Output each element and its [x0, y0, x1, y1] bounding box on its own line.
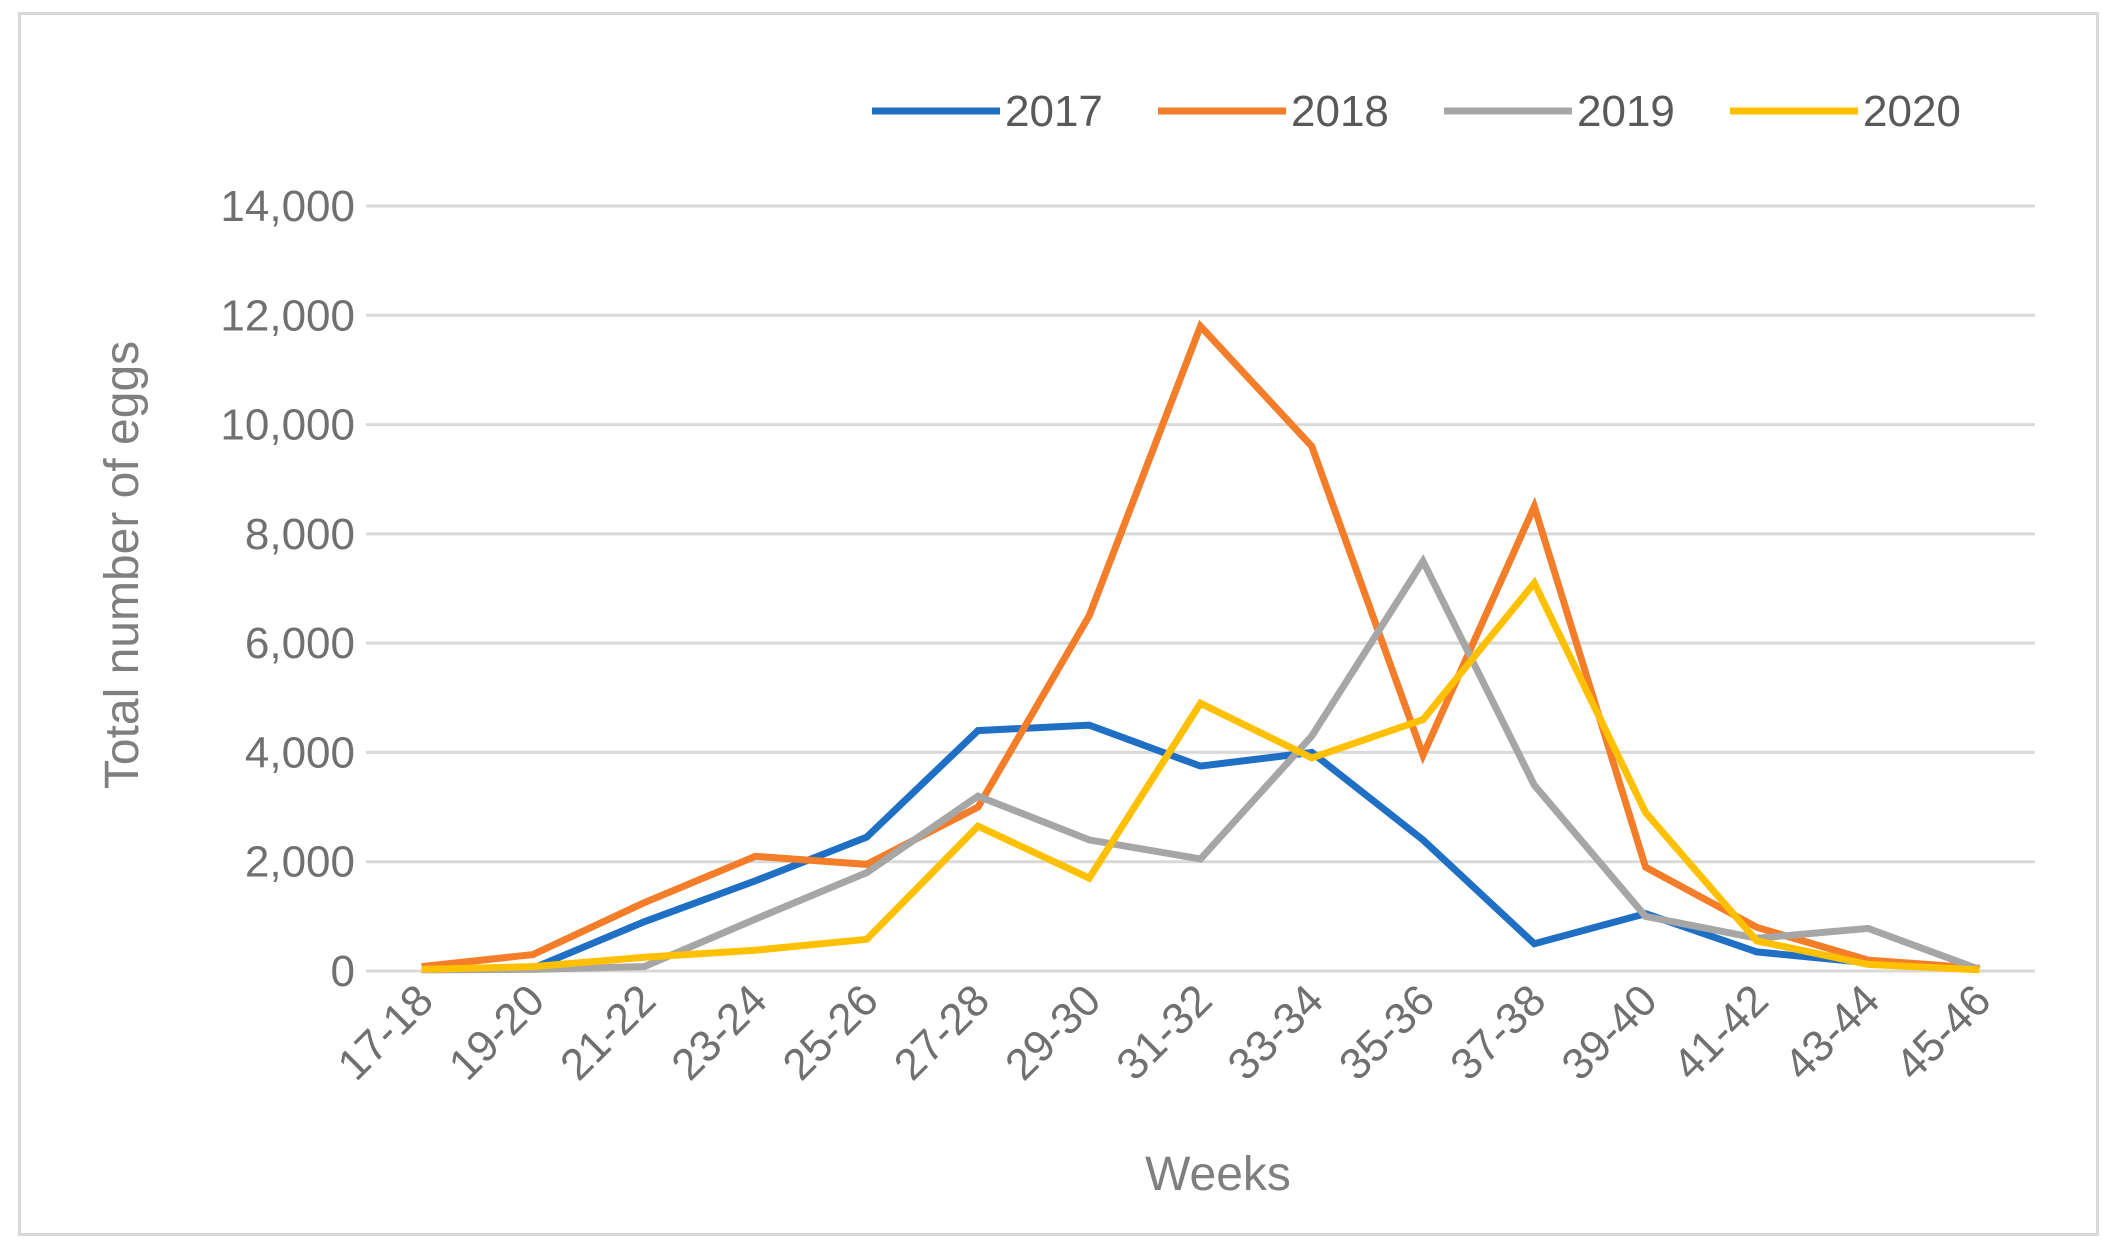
series-line-2019	[421, 554, 1981, 974]
y-tick-label: 0	[331, 947, 355, 996]
x-tick-label: 19-20	[440, 975, 554, 1089]
series-line-2018	[421, 319, 1980, 972]
legend-label-2020: 2020	[1863, 87, 1961, 136]
legend-label-2018: 2018	[1291, 87, 1389, 136]
x-tick-label: 41-42	[1664, 975, 1778, 1089]
y-axis-title: Total number of eggs	[96, 341, 149, 789]
x-tick-label: 27-28	[885, 975, 999, 1089]
series-line-2017	[421, 721, 1980, 973]
legend-label-2017: 2017	[1005, 87, 1103, 136]
y-tick-label: 6,000	[245, 619, 355, 668]
x-axis-ticks: 17-1819-2021-2223-2425-2627-2829-3031-32…	[328, 975, 2000, 1089]
x-tick-label: 29-30	[996, 975, 1110, 1089]
y-tick-label: 8,000	[245, 510, 355, 559]
y-axis-ticks: 0 2,000 4,000 6,000 8,000 10,000 12,000 14,000	[220, 182, 355, 996]
chart-frame	[18, 12, 2099, 1236]
x-tick-label: 25-26	[774, 975, 888, 1089]
x-tick-label: 43-44	[1775, 975, 1889, 1089]
y-tick-label: 2,000	[245, 838, 355, 887]
legend: 2017 2018 2019 2020	[872, 87, 1961, 136]
x-axis-title: Weeks	[1145, 1148, 1291, 1201]
series-lines	[421, 319, 1981, 974]
series-line-2020	[421, 576, 1980, 974]
y-tick-label: 10,000	[220, 401, 355, 450]
x-tick-label: 33-34	[1219, 975, 1333, 1089]
x-tick-label: 23-24	[662, 975, 776, 1089]
x-tick-label: 45-46	[1886, 975, 2000, 1089]
x-tick-label: 21-22	[551, 975, 665, 1089]
x-tick-label: 39-40	[1552, 975, 1666, 1089]
y-tick-label: 12,000	[220, 291, 355, 340]
legend-label-2019: 2019	[1577, 87, 1675, 136]
y-tick-label: 14,000	[220, 182, 355, 231]
x-tick-label: 31-32	[1107, 975, 1221, 1089]
y-tick-label: 4,000	[245, 728, 355, 777]
x-tick-label: 37-38	[1441, 975, 1555, 1089]
gridlines	[366, 204, 2035, 973]
x-tick-label: 35-36	[1330, 975, 1444, 1089]
